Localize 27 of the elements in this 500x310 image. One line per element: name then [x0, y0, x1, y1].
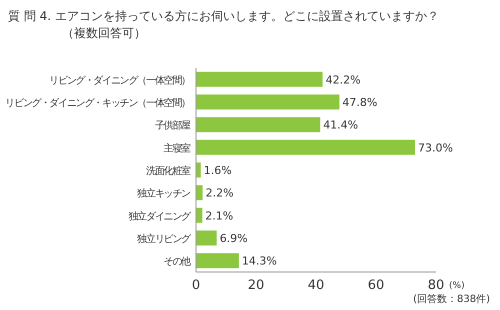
title: 質 問 4. エアコンを持っている方にお伺いします。どこに設置されていますか？	[8, 9, 439, 23]
y-tick-label: 独立ダイニング	[128, 210, 192, 222]
data-label: 1.6%	[204, 164, 232, 177]
data-label: 42.2%	[326, 73, 361, 86]
y-tick-label: 独立リビング	[137, 233, 192, 245]
x-tick-label: 0	[192, 278, 200, 293]
y-tick-label: 子供部屋	[154, 120, 192, 132]
data-label: 6.9%	[220, 232, 248, 245]
y-tick-label: 主寝室	[164, 142, 192, 154]
y-tick-label: リビング・ダイニング（一体空間）	[49, 74, 190, 86]
x-axis-title: (%)	[449, 281, 465, 291]
data-label: 41.4%	[323, 118, 358, 132]
y-tick-label: その他	[164, 256, 192, 268]
x-tick-label: 20	[248, 278, 264, 293]
x-tick-label: 60	[368, 278, 384, 293]
data-label: 2.2%	[206, 186, 234, 200]
data-label: 73.0%	[418, 141, 453, 154]
x-tick-label: 80	[428, 278, 444, 293]
text: (回答数：838件)	[413, 293, 490, 305]
y-tick-label: 洗面化粧室	[146, 165, 192, 177]
subtitle: （複数回答可）	[62, 26, 146, 40]
data-label: 47.8%	[342, 96, 378, 109]
y-tick-label: リビング・ダイニング・キッチン（一体空間）	[5, 97, 190, 109]
data-label: 14.3%	[242, 254, 277, 268]
y-tick-label: 独立キッチン	[137, 188, 192, 200]
data-label: 2.1%	[205, 209, 234, 222]
x-tick-label: 40	[308, 278, 324, 293]
